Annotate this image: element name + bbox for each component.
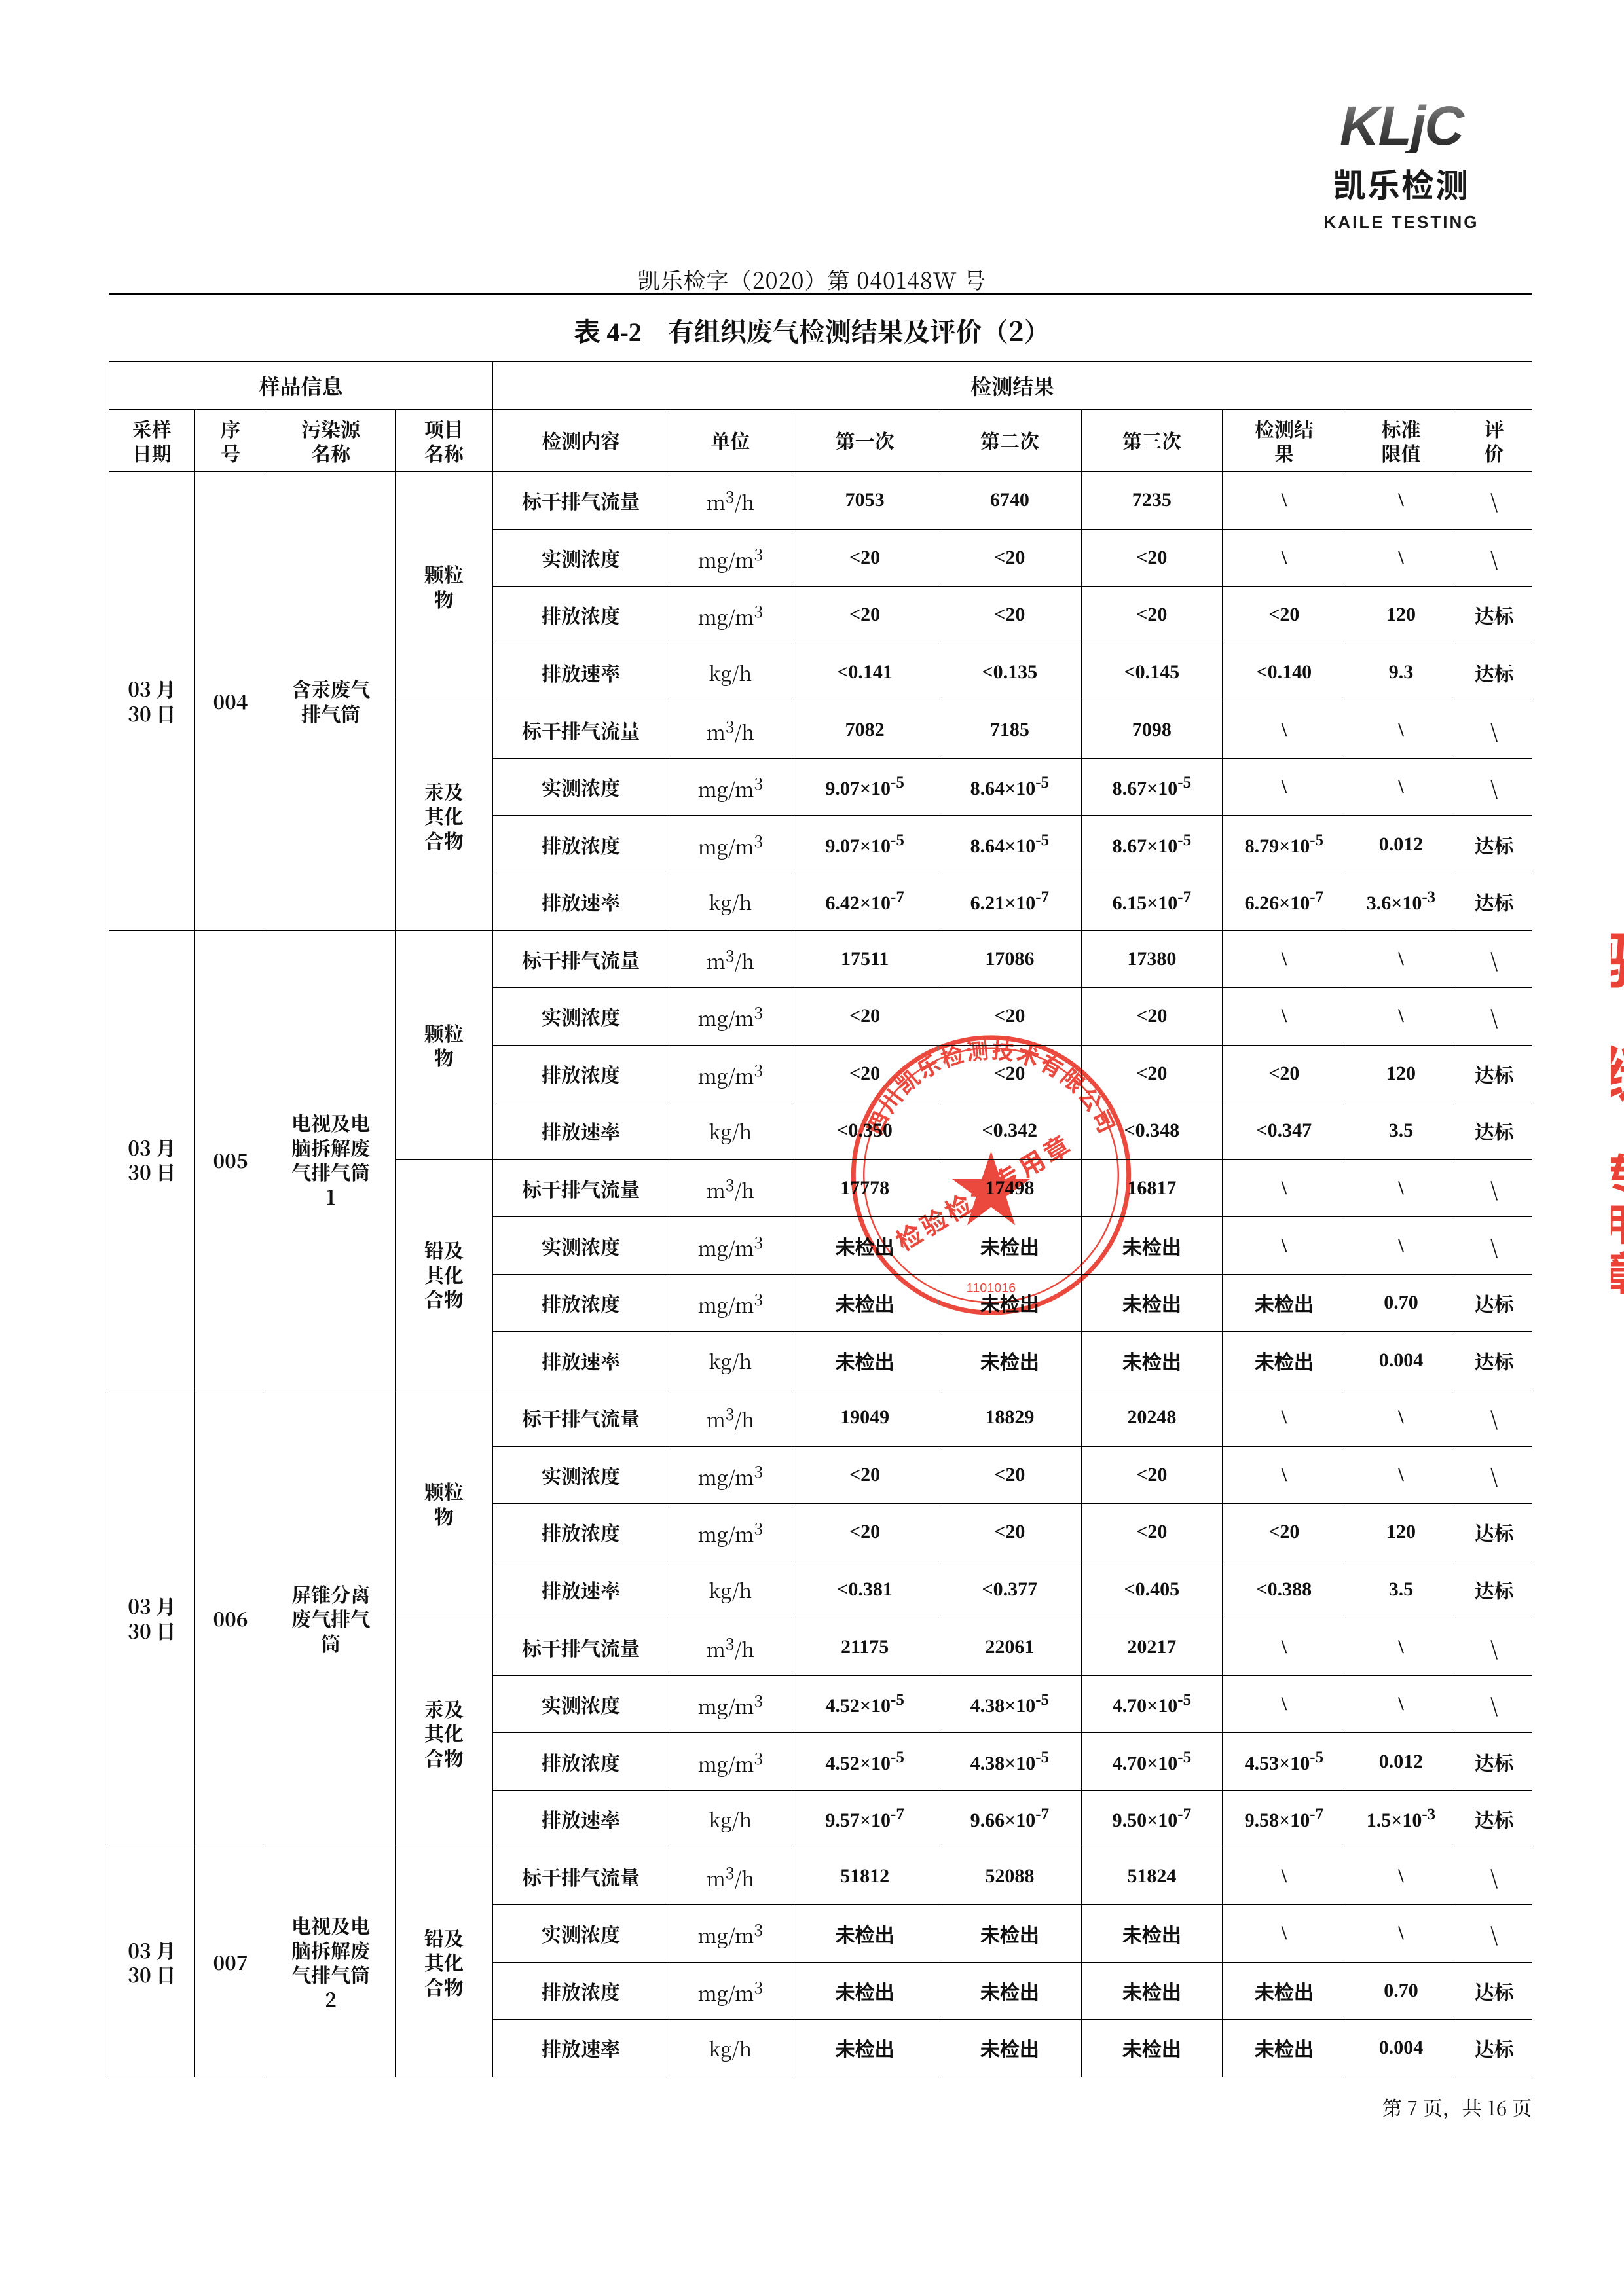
svg-text:缝: 缝 bbox=[1601, 1027, 1624, 1114]
svg-text:骑: 骑 bbox=[1601, 913, 1624, 1000]
svg-text:章: 章 bbox=[1601, 1238, 1624, 1303]
